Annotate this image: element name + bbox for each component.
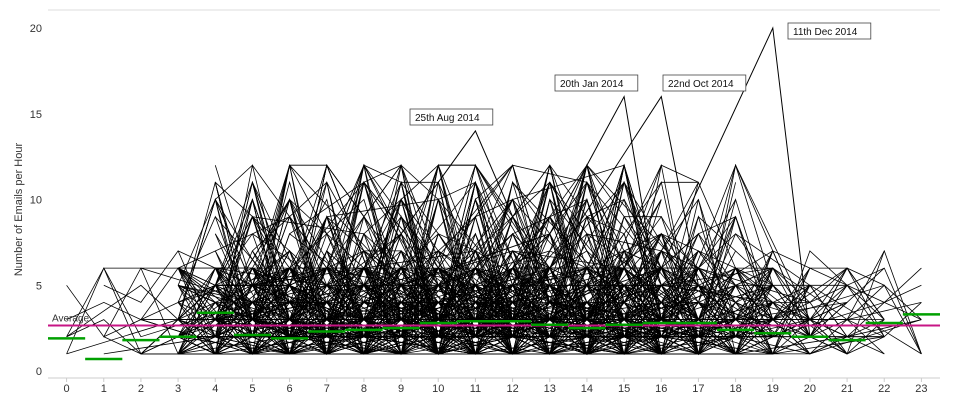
daily-series-line [177, 267, 773, 355]
x-tick-label: 17 [692, 383, 704, 395]
annotation-label: 25th Aug 2014 [415, 113, 480, 124]
annotation: 20th Jan 2014 [554, 74, 639, 92]
x-tick-label: 13 [544, 383, 556, 395]
y-tick-label: 20 [30, 23, 42, 35]
highlight-series-line [215, 129, 699, 338]
x-tick-label: 3 [175, 383, 181, 395]
highlight-series-line [438, 95, 774, 321]
annotations: 25th Aug 2014 20th Jan 2014 22nd Oct 2014 1… [409, 22, 872, 126]
x-tick-label: 22 [878, 383, 890, 395]
highlight-series-line [512, 26, 848, 355]
x-tick-label: 19 [767, 383, 779, 395]
y-tick-label: 15 [30, 109, 42, 121]
y-axis-label: Number of Emails per Hour [13, 143, 25, 277]
x-tick-label: 7 [324, 383, 330, 395]
x-tick-label: 12 [506, 383, 518, 395]
annotation: 11th Dec 2014 [787, 22, 872, 40]
y-tick-label: 0 [36, 366, 42, 378]
average-layer: Average [48, 314, 940, 327]
annotation-label: 11th Dec 2014 [793, 27, 858, 38]
daily-series-line [215, 301, 736, 355]
annotation-box [662, 74, 747, 92]
annotation: 22nd Oct 2014 [662, 74, 747, 92]
y-tick-labels: 0 5 10 15 20 [30, 23, 42, 378]
x-tick-label: 9 [398, 383, 404, 395]
x-tick-label: 4 [212, 383, 218, 395]
y-tick-label: 10 [30, 195, 42, 207]
annotation-box [409, 108, 494, 126]
x-tick-labels: 0 1 2 3 4 5 6 7 8 9 10 11 12 13 14 15 16 17 18 19 20 21 22 23 [64, 378, 928, 395]
x-tick-label: 5 [249, 383, 255, 395]
x-tick-label: 0 [64, 383, 70, 395]
annotation-label: 20th Jan 2014 [560, 79, 624, 90]
x-tick-label: 15 [618, 383, 630, 395]
x-tick-label: 20 [804, 383, 816, 395]
daily-series-line [177, 198, 736, 338]
daily-series-line [215, 181, 885, 355]
annotation: 25th Aug 2014 [409, 108, 494, 126]
annotation-box [554, 74, 639, 92]
x-tick-label: 14 [581, 383, 593, 395]
x-tick-label: 23 [915, 383, 927, 395]
x-tick-label: 10 [432, 383, 444, 395]
annotation-box [787, 22, 872, 40]
daily-series-lines [66, 163, 922, 356]
x-tick-label: 1 [101, 383, 107, 395]
x-tick-label: 8 [361, 383, 367, 395]
x-tick-label: 18 [729, 383, 741, 395]
hourly-average-marks [48, 311, 940, 361]
x-tick-label: 6 [287, 383, 293, 395]
average-label: Average [52, 314, 90, 325]
annotation-label: 22nd Oct 2014 [668, 79, 734, 90]
x-tick-label: 16 [655, 383, 667, 395]
y-tick-label: 5 [36, 280, 42, 292]
x-tick-label: 11 [470, 383, 481, 395]
x-tick-label: 2 [138, 383, 144, 395]
x-tick-label: 21 [841, 383, 853, 395]
